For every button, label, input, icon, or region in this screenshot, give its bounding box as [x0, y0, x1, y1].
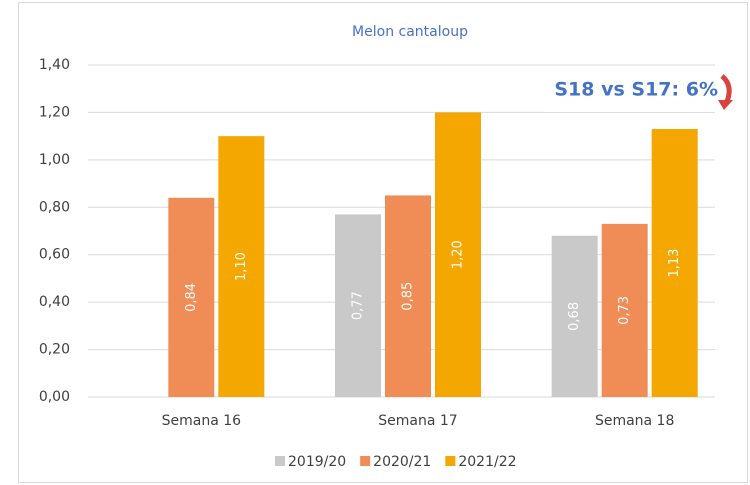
value-label: 0,73 — [617, 296, 632, 325]
annotation-box — [545, 72, 745, 112]
y-tick-label: 0,40 — [39, 294, 70, 310]
bar — [385, 195, 431, 397]
y-tick-label: 0,00 — [39, 389, 70, 405]
annotation: S18 vs S17: 6% — [554, 79, 718, 101]
chart-title: Melon cantaloup — [352, 24, 468, 40]
bar — [601, 223, 648, 397]
y-tick-label: 0,80 — [39, 199, 70, 215]
bar — [551, 235, 598, 397]
value-label: 0,77 — [351, 291, 366, 320]
legend-swatch — [360, 456, 371, 466]
value-label: 1,10 — [234, 252, 249, 281]
y-tick-label: 1,20 — [39, 104, 70, 120]
bar — [218, 136, 265, 397]
legend-label: 2020/21 — [373, 454, 431, 470]
x-tick-label: Semana 16 — [162, 413, 242, 429]
value-label: 1,13 — [667, 249, 682, 278]
y-tick-label: 0,20 — [39, 342, 70, 358]
y-tick-label: 1,40 — [39, 57, 70, 73]
value-label: 1,20 — [451, 240, 466, 269]
bar — [335, 214, 381, 397]
legend-label: 2021/22 — [458, 454, 516, 470]
x-tick-label: Semana 17 — [378, 413, 457, 429]
value-label: 0,84 — [184, 283, 199, 312]
value-label: 0,68 — [567, 302, 582, 331]
x-tick-label: Semana 18 — [595, 413, 674, 429]
y-tick-label: 0,60 — [39, 247, 70, 263]
bar — [651, 129, 698, 397]
bar — [168, 197, 215, 397]
value-label: 0,85 — [401, 282, 416, 311]
legend-swatch — [445, 456, 456, 466]
y-tick-label: 1,00 — [39, 152, 70, 168]
legend-label: 2019/20 — [288, 454, 346, 470]
annotation-arrowhead — [718, 100, 733, 110]
legend-swatch — [275, 456, 285, 466]
bar — [435, 112, 481, 397]
